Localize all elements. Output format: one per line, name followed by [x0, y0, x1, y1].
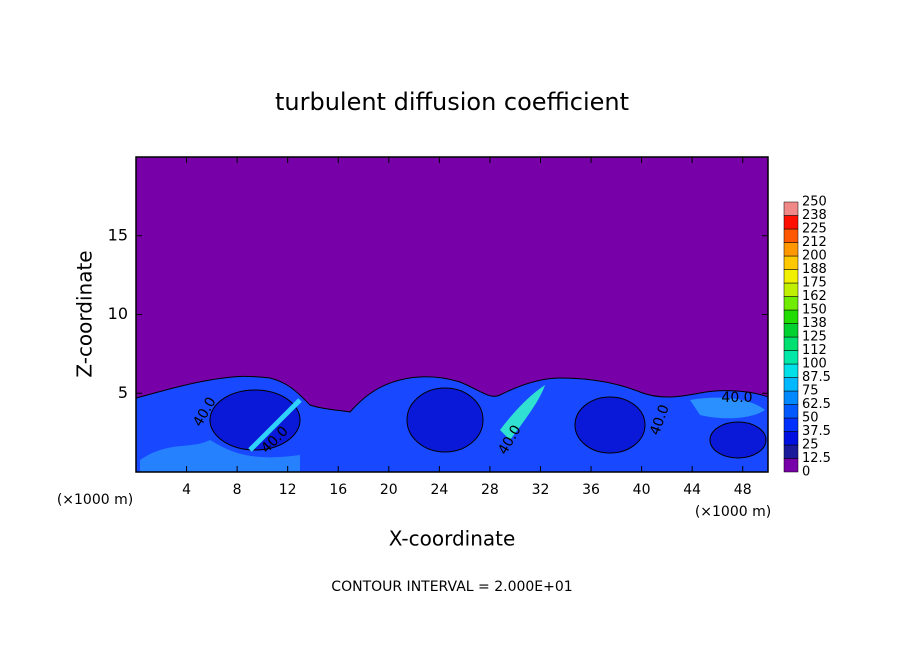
- colorbar-cell: [783, 390, 799, 405]
- contour-label: 40.0: [721, 390, 752, 406]
- colorbar-cell: [783, 323, 799, 338]
- eddy: [406, 387, 484, 453]
- x-tick-label: 4: [182, 482, 191, 498]
- colorbar-label: 125: [802, 330, 827, 345]
- colorbar-label: 138: [802, 316, 827, 331]
- colorbar-label: 175: [802, 276, 827, 291]
- eddy-light: [248, 398, 302, 452]
- colorbar-cell: [783, 417, 799, 432]
- colorbar-label: 0: [802, 465, 810, 480]
- x-tick-label: 48: [734, 482, 752, 498]
- colorbar-cell: [783, 309, 799, 324]
- colorbar-label: 37.5: [802, 424, 831, 439]
- x-tick-label: 40: [633, 482, 651, 498]
- y-tick-label: 5: [118, 383, 128, 402]
- colorbar-cell: [783, 336, 799, 351]
- eddy-light: [500, 385, 545, 440]
- colorbar-cell: [783, 296, 799, 311]
- y-axis-title: Z-coordinate: [73, 250, 97, 377]
- colorbar-label: 12.5: [802, 451, 831, 466]
- field: [135, 157, 769, 473]
- colorbar-cell: [783, 458, 799, 473]
- colorbar-label: 188: [802, 262, 827, 277]
- x-tick-label: 8: [233, 482, 242, 498]
- x-tick-label: 32: [532, 482, 550, 498]
- x-unit: (×1000 m): [57, 492, 133, 508]
- x-tick-label: 24: [430, 482, 448, 498]
- colorbar-cell: [783, 228, 799, 243]
- x-tick-label: 28: [481, 482, 499, 498]
- colorbar-label: 25: [802, 438, 819, 453]
- colorbar-label: 100: [802, 357, 827, 372]
- colorbar-label: 162: [802, 289, 827, 304]
- colorbar-label: 150: [802, 303, 827, 318]
- x-tick-label: 44: [683, 482, 701, 498]
- colorbar-label: 200: [802, 249, 827, 264]
- eddy: [709, 421, 767, 459]
- x-unit: (×1000 m): [695, 504, 771, 520]
- eddy-light: [140, 440, 300, 472]
- colorbar-cell: [783, 215, 799, 230]
- colorbar-label: 112: [802, 343, 827, 358]
- colorbar-cell: [783, 377, 799, 392]
- x-tick-label: 16: [329, 482, 347, 498]
- x-tick-label: 20: [380, 482, 398, 498]
- colorbar-label: 50: [802, 411, 819, 426]
- colorbar-cell: [783, 431, 799, 446]
- colorbar-label: 250: [802, 195, 827, 210]
- x-axis-title: X-coordinate: [389, 527, 516, 551]
- colorbar-label: 87.5: [802, 370, 831, 385]
- x-tick-label: 12: [279, 482, 297, 498]
- colorbar-cell: [783, 269, 799, 284]
- colorbar-cell: [783, 444, 799, 459]
- y-tick-label: 10: [108, 304, 128, 323]
- chart-title: turbulent diffusion coefficient: [275, 88, 629, 116]
- eddy: [574, 396, 646, 454]
- colorbar-label: 62.5: [802, 397, 831, 412]
- colorbar-label: 225: [802, 222, 827, 237]
- colorbar-cell: [783, 350, 799, 365]
- colorbar-cell: [783, 255, 799, 270]
- colorbar-cell: [783, 201, 799, 216]
- colorbar-cell: [783, 242, 799, 257]
- eddy-light: [690, 397, 765, 419]
- colorbar-label: 212: [802, 235, 827, 250]
- y-tick-label: 15: [108, 225, 128, 244]
- colorbar-cell: [783, 363, 799, 378]
- footer: CONTOUR INTERVAL = 2.000E+01: [331, 579, 572, 595]
- x-tick-label: 36: [582, 482, 600, 498]
- colorbar-label: 75: [802, 384, 819, 399]
- colorbar-cell: [783, 282, 799, 297]
- colorbar-label: 238: [802, 208, 827, 223]
- colorbar-cell: [783, 404, 799, 419]
- eddy: [209, 389, 301, 451]
